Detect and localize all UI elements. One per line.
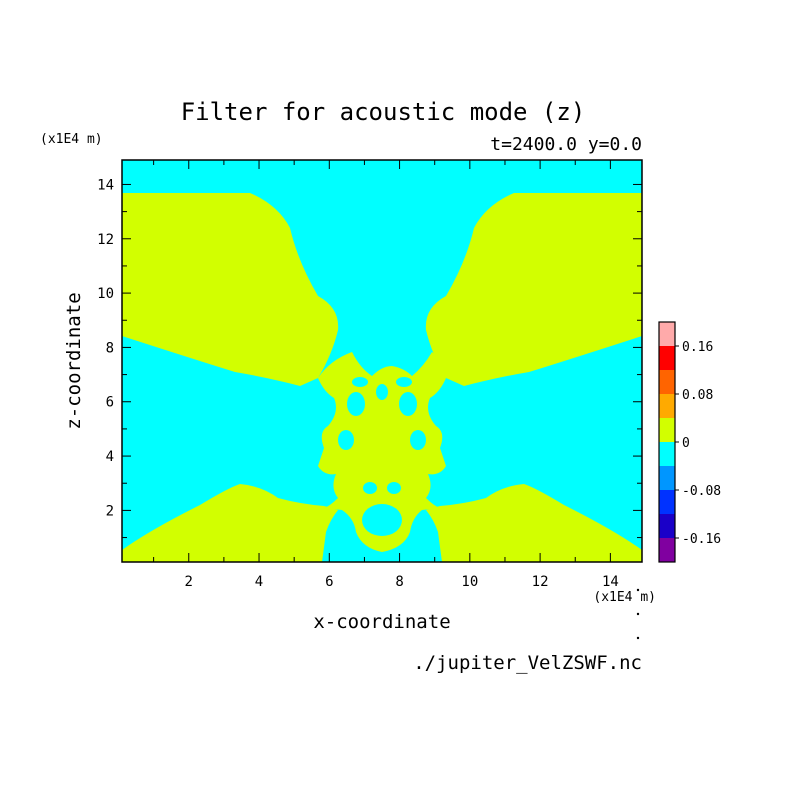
y-tick-label: 10: [97, 286, 114, 302]
x-tick-label: 8: [395, 574, 403, 590]
field-hole: [352, 377, 368, 387]
x-unit-label: (x1E4 m): [593, 590, 656, 605]
colorbar: 0.16 0.08 0 -0.08 -0.16: [658, 321, 721, 563]
plot-area: 2 4 6 8 10 12 14 2 4 6 8 10 12 14: [97, 159, 643, 590]
colorbar-tick-label: 0: [682, 436, 690, 451]
field-hole: [362, 504, 402, 536]
y-axis-ticks: 2 4 6 8 10 12 14: [97, 177, 642, 539]
y-axis-label: z-coordinate: [63, 292, 85, 429]
colorbar-tick-label: -0.16: [682, 532, 721, 547]
y-tick-label: 12: [97, 232, 114, 248]
y-tick-label: 6: [106, 395, 114, 411]
field-hole: [399, 392, 417, 416]
field-hole: [376, 384, 388, 400]
colorbar-swatch: [659, 322, 675, 346]
marker-dot: [636, 588, 640, 592]
colorbar-swatch: [659, 490, 675, 514]
field-negative-holes: [338, 377, 426, 536]
colorbar-swatch: [659, 514, 675, 538]
field-positive-regions: [122, 193, 642, 562]
field-region-lower-right: [426, 484, 642, 562]
y-tick-label: 14: [97, 177, 114, 193]
y-tick-label: 4: [106, 449, 114, 465]
x-tick-label: 14: [602, 574, 619, 590]
field-hole: [363, 482, 377, 494]
colorbar-swatch: [659, 466, 675, 490]
field-hole: [410, 430, 426, 450]
x-tick-label: 12: [532, 574, 549, 590]
field-region-lower-left: [122, 484, 338, 562]
colorbar-tick-label: 0.08: [682, 388, 713, 403]
chart-subtitle: t=2400.0 y=0.0: [490, 134, 642, 155]
field-region-upper-right: [425, 193, 642, 386]
x-axis-ticks: 2 4 6 8 10 12 14: [153, 160, 619, 590]
colorbar-swatch: [659, 346, 675, 370]
marker-dot: [636, 612, 640, 616]
colorbar-swatch: [659, 418, 675, 442]
chart-title: Filter for acoustic mode (z): [181, 98, 586, 126]
plot-frame: [121, 159, 643, 563]
colorbar-tick-label: 0.16: [682, 340, 713, 355]
x-tick-label: 2: [185, 574, 193, 590]
x-tick-label: 4: [255, 574, 263, 590]
colorbar-swatch: [659, 538, 675, 562]
y-unit-label: (x1E4 m): [40, 132, 103, 147]
colorbar-swatch: [659, 442, 675, 466]
x-tick-label: 6: [325, 574, 333, 590]
colorbar-swatch: [659, 394, 675, 418]
field-hole: [396, 377, 412, 387]
field-hole: [338, 430, 354, 450]
y-tick-label: 2: [106, 503, 114, 519]
field-hole: [387, 482, 401, 494]
y-tick-label: 8: [106, 340, 114, 356]
source-filename: ./jupiter_VelZSWF.nc: [413, 652, 642, 674]
colorbar-swatch: [659, 370, 675, 394]
marker-dot: [636, 636, 640, 640]
colorbar-tick-label: -0.08: [682, 484, 721, 499]
x-tick-label: 10: [461, 574, 478, 590]
x-axis-label: x-coordinate: [313, 611, 450, 633]
field-region-upper-left: [122, 193, 339, 386]
field-hole: [347, 392, 365, 416]
